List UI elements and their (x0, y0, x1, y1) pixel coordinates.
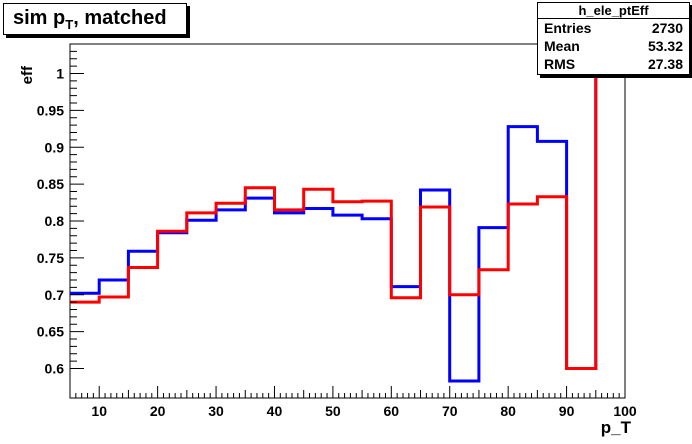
stats-row-entries: Entries 2730 (538, 19, 689, 37)
stats-value: 53.32 (647, 38, 683, 54)
stats-label: Mean (544, 38, 580, 54)
stats-row-mean: Mean 53.32 (538, 37, 689, 55)
y-tick-label: 0.75 (37, 250, 64, 266)
stats-row-rms: RMS 27.38 (538, 55, 689, 73)
stats-title: h_ele_ptEff (538, 3, 689, 19)
y-tick-label: 0.6 (45, 361, 65, 377)
x-tick-label: 40 (267, 403, 283, 419)
plot-ticks: 10 20 30 40 50 60 70 80 90 100 0.6 0.65 0.7 0.75 0.8 0.… (37, 43, 637, 419)
plot-frame (69, 43, 626, 399)
x-tick-label: 70 (442, 403, 458, 419)
stats-value: 27.38 (647, 56, 683, 72)
stats-label: RMS (544, 56, 576, 72)
series-line-2 (70, 72, 625, 370)
x-tick-label: 80 (500, 403, 516, 419)
stats-label: Entries (544, 20, 592, 36)
y-tick-label: 0.9 (45, 139, 65, 155)
y-axis-label: eff (19, 65, 36, 84)
x-tick-label: 30 (208, 403, 224, 419)
chart-title-box: sim pT, matched (3, 3, 187, 35)
y-tick-label: 1 (56, 66, 64, 82)
series-line-1 (70, 72, 625, 383)
chart-title: sim pT, matched (13, 7, 167, 32)
y-tick-label: 0.85 (37, 176, 64, 192)
stats-value: 2730 (651, 20, 683, 36)
x-tick-label: 100 (613, 403, 637, 419)
y-tick-label: 0.95 (37, 102, 64, 118)
y-tick-label: 0.8 (45, 213, 65, 229)
x-tick-label: 90 (559, 403, 575, 419)
x-tick-label: 10 (91, 403, 107, 419)
plot-axes (69, 43, 626, 399)
y-tick-label: 0.65 (37, 324, 64, 340)
y-tick-label: 0.7 (45, 287, 65, 303)
plot-series (70, 72, 625, 383)
stats-box: h_ele_ptEff Entries 2730 Mean 53.32 RMS … (537, 2, 690, 75)
x-axis-label: p_T (601, 418, 632, 437)
x-tick-label: 60 (384, 403, 400, 419)
x-tick-label: 20 (150, 403, 166, 419)
x-tick-label: 50 (325, 403, 341, 419)
